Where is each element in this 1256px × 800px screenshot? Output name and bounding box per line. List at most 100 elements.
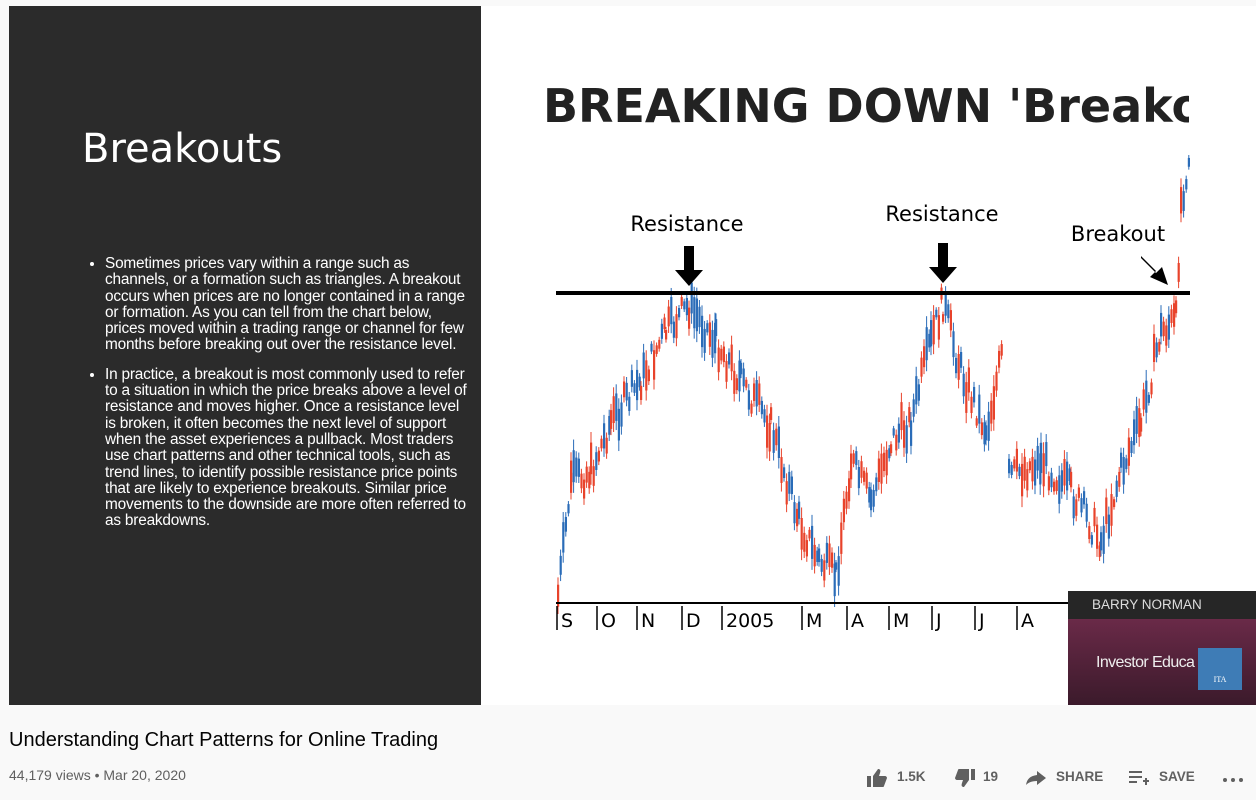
candle-body bbox=[1150, 382, 1153, 395]
more-icon[interactable] bbox=[1222, 776, 1246, 784]
candle-body bbox=[897, 423, 900, 443]
candle-body bbox=[1122, 456, 1125, 485]
candle-body bbox=[567, 504, 570, 514]
bullet-list: Sometimes prices vary within a range suc… bbox=[81, 255, 467, 543]
candle-body bbox=[575, 457, 578, 477]
candle-body bbox=[733, 370, 736, 394]
candle-body bbox=[680, 297, 683, 307]
candle-body bbox=[653, 350, 656, 380]
candle-body bbox=[1096, 524, 1099, 549]
candle-body bbox=[1093, 507, 1096, 527]
candle-body bbox=[642, 352, 645, 379]
candle-body bbox=[1021, 463, 1024, 497]
candle-body bbox=[583, 479, 586, 499]
candle-body bbox=[755, 380, 758, 407]
candle-body bbox=[1055, 480, 1058, 491]
save-icon[interactable] bbox=[1128, 770, 1150, 786]
save-button[interactable]: SAVE bbox=[1159, 769, 1195, 784]
candle-body bbox=[706, 323, 709, 333]
candle-body bbox=[923, 346, 926, 368]
candle-body bbox=[577, 458, 580, 477]
candle-body bbox=[672, 321, 675, 338]
candle-body bbox=[735, 378, 738, 391]
candle-body bbox=[992, 386, 995, 420]
candle-body bbox=[983, 422, 986, 445]
candle-body bbox=[1113, 499, 1116, 508]
candle-body bbox=[912, 399, 915, 417]
candle-body bbox=[605, 437, 608, 454]
candle-body bbox=[1102, 525, 1105, 554]
axis-label: N bbox=[641, 610, 655, 632]
share-button[interactable]: SHARE bbox=[1056, 769, 1104, 784]
slide-image: BREAKING DOWN 'Breakou Resistance Resist… bbox=[481, 6, 1256, 705]
candle-body bbox=[947, 304, 950, 319]
candle-body bbox=[973, 386, 976, 403]
candle-body bbox=[920, 357, 923, 377]
candle-body bbox=[1153, 333, 1156, 363]
like-icon[interactable] bbox=[866, 768, 890, 788]
candle-body bbox=[796, 508, 799, 527]
candle-body bbox=[1105, 497, 1108, 524]
candle-body bbox=[620, 402, 623, 427]
candle-body bbox=[1177, 262, 1180, 282]
candle-body bbox=[1058, 475, 1061, 504]
like-count[interactable]: 1.5K bbox=[897, 769, 926, 784]
candle-body bbox=[1066, 461, 1069, 491]
candle-body bbox=[1115, 480, 1118, 497]
candle-body bbox=[559, 555, 562, 575]
candle-body bbox=[647, 369, 650, 382]
share-icon[interactable] bbox=[1025, 770, 1047, 786]
candle-body bbox=[636, 369, 639, 401]
bullet: In practice, a breakout is most commonly… bbox=[105, 366, 467, 530]
candle-body bbox=[995, 371, 998, 391]
candle-body bbox=[617, 408, 620, 441]
candle-body bbox=[798, 501, 801, 519]
candle-body bbox=[562, 522, 565, 553]
candle-body bbox=[1180, 187, 1183, 214]
candle-body bbox=[1042, 453, 1045, 487]
candle-body bbox=[1130, 440, 1133, 454]
candle-body bbox=[708, 322, 711, 347]
candle-body bbox=[658, 339, 661, 349]
candle-body bbox=[1023, 456, 1026, 481]
candle-body bbox=[630, 370, 633, 387]
dislike-icon[interactable] bbox=[952, 768, 976, 788]
candle-body bbox=[1047, 476, 1050, 491]
candle-body bbox=[758, 383, 761, 405]
candle-body bbox=[949, 310, 952, 331]
candle-body bbox=[1070, 471, 1073, 488]
candle-body bbox=[1085, 503, 1088, 522]
candle-body bbox=[967, 367, 970, 393]
candle-body bbox=[1173, 303, 1176, 327]
candle-body bbox=[932, 314, 935, 345]
candle-body bbox=[730, 344, 733, 372]
candle-body bbox=[564, 516, 567, 532]
candle-body bbox=[872, 490, 875, 507]
candle-body bbox=[860, 461, 863, 478]
candle-body bbox=[760, 400, 763, 415]
axis-label: A bbox=[851, 610, 864, 632]
candle-body bbox=[892, 428, 895, 436]
candle-body bbox=[745, 379, 748, 388]
candle-body bbox=[585, 466, 588, 483]
candle-body bbox=[557, 584, 560, 607]
candle-body bbox=[831, 552, 834, 568]
axis-label: S bbox=[561, 610, 573, 632]
candle-body bbox=[863, 470, 866, 482]
candle-body bbox=[1036, 445, 1039, 471]
presenter-name: BARRY NORMAN bbox=[1092, 597, 1202, 612]
candle-body bbox=[903, 420, 906, 448]
candle-body bbox=[663, 317, 666, 330]
candle-body bbox=[667, 306, 670, 327]
candle-body bbox=[788, 471, 791, 494]
dislike-count[interactable]: 19 bbox=[983, 769, 999, 784]
arrow bbox=[1141, 256, 1168, 285]
candle-body bbox=[675, 314, 678, 339]
candle-body bbox=[805, 540, 808, 557]
candle-body bbox=[763, 409, 766, 423]
candle-body bbox=[1053, 481, 1056, 492]
candle-body bbox=[1165, 325, 1168, 346]
candle-body bbox=[592, 466, 595, 486]
candle-body bbox=[728, 352, 731, 365]
candle-body bbox=[1175, 300, 1178, 314]
